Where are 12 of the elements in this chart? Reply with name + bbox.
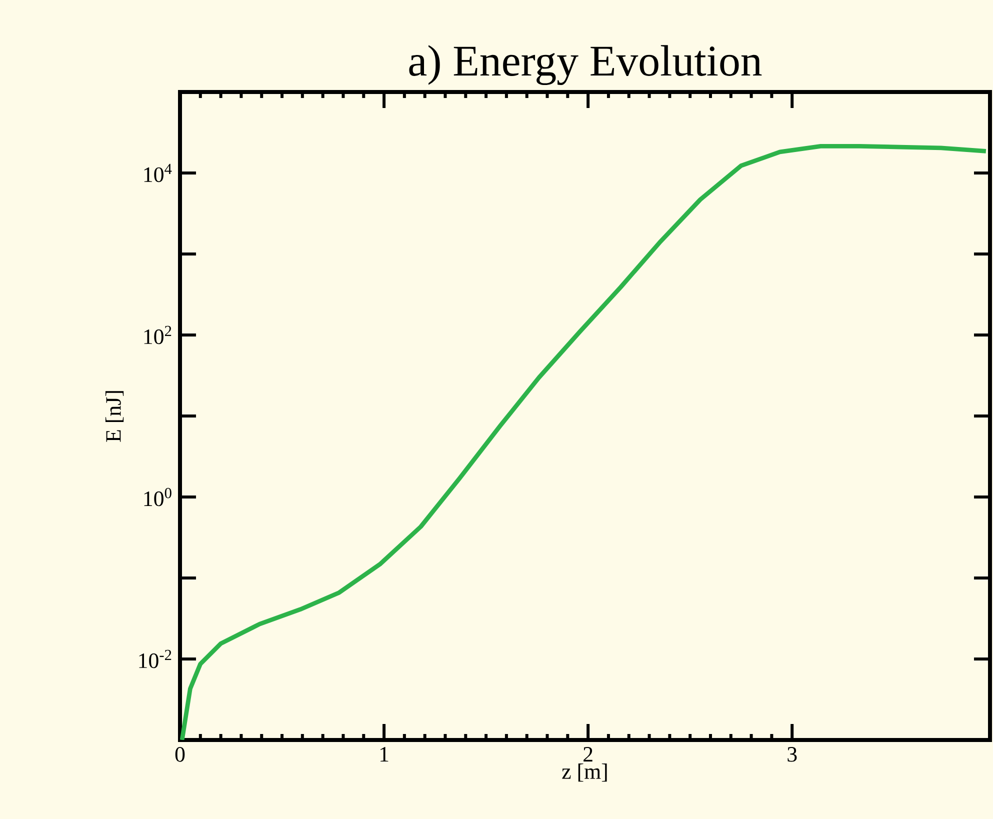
y-tick-label: 10$^{2}$	[144, 326, 172, 344]
x-tick-label: 2	[584, 747, 592, 762]
x-tick-label: 3	[788, 747, 797, 762]
chart-title: a) Energy Evolution	[409, 45, 762, 86]
y-tick-label: 10$^{-2}$	[139, 650, 172, 668]
x-axis-title: z [m]	[562, 764, 607, 782]
line-series	[180, 144, 988, 740]
y-axis-title: E [nJ]	[105, 391, 124, 442]
x-tick-label: 1	[380, 747, 388, 762]
y-tick-label: 10$^{0}$	[144, 488, 172, 506]
x-tick-label: 0	[175, 747, 185, 762]
y-tick-label: 10$^{4}$	[144, 164, 172, 182]
